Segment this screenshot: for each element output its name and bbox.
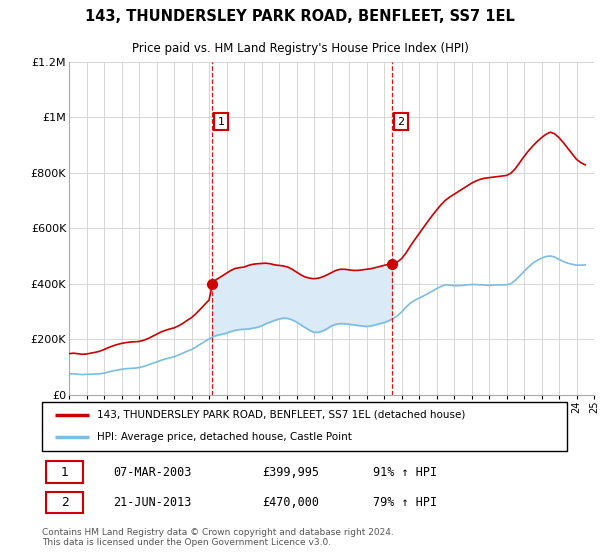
Text: 1: 1	[61, 465, 68, 479]
Text: £470,000: £470,000	[263, 496, 320, 509]
Text: 21-JUN-2013: 21-JUN-2013	[113, 496, 191, 509]
Text: Price paid vs. HM Land Registry's House Price Index (HPI): Price paid vs. HM Land Registry's House …	[131, 43, 469, 55]
Text: 07-MAR-2003: 07-MAR-2003	[113, 465, 191, 479]
Text: 2: 2	[397, 116, 404, 127]
Text: HPI: Average price, detached house, Castle Point: HPI: Average price, detached house, Cast…	[97, 432, 352, 442]
Text: £399,995: £399,995	[263, 465, 320, 479]
Text: 91% ↑ HPI: 91% ↑ HPI	[373, 465, 437, 479]
Bar	[46, 461, 83, 483]
Text: 2: 2	[61, 496, 68, 509]
Text: 79% ↑ HPI: 79% ↑ HPI	[373, 496, 437, 509]
Bar	[46, 492, 83, 513]
Text: 143, THUNDERSLEY PARK ROAD, BENFLEET, SS7 1EL: 143, THUNDERSLEY PARK ROAD, BENFLEET, SS…	[85, 9, 515, 24]
Text: 143, THUNDERSLEY PARK ROAD, BENFLEET, SS7 1EL (detached house): 143, THUNDERSLEY PARK ROAD, BENFLEET, SS…	[97, 410, 466, 420]
Text: Contains HM Land Registry data © Crown copyright and database right 2024.
This d: Contains HM Land Registry data © Crown c…	[42, 528, 394, 548]
Text: 1: 1	[217, 116, 224, 127]
